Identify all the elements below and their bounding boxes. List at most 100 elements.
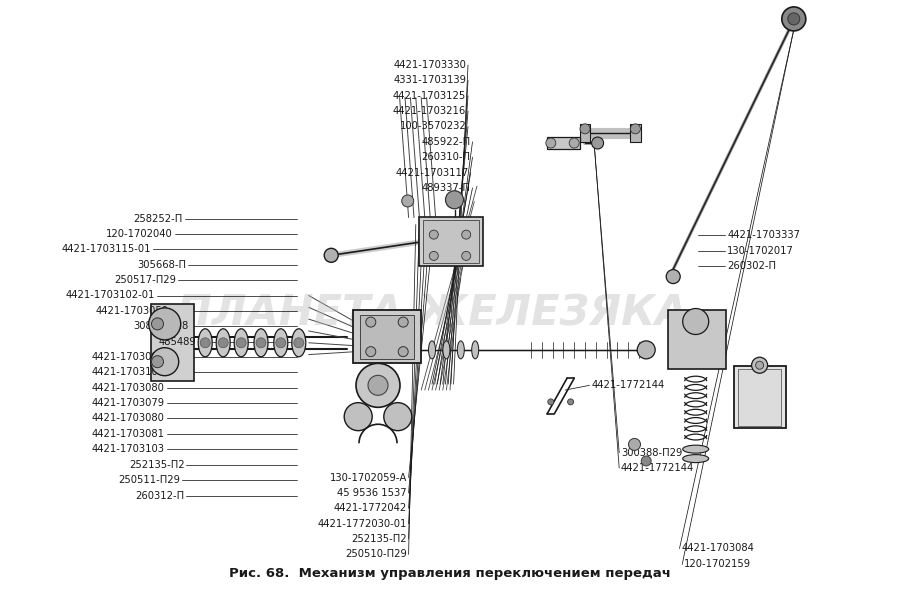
Text: 130-1702059-А: 130-1702059-А	[329, 473, 407, 482]
Circle shape	[548, 399, 554, 405]
Text: 258252-П: 258252-П	[133, 214, 183, 223]
Bar	[738, 369, 781, 426]
Text: 4421-1703084: 4421-1703084	[681, 544, 754, 553]
Bar	[423, 220, 479, 263]
Circle shape	[666, 269, 680, 284]
Circle shape	[580, 124, 590, 134]
Text: 485922-П: 485922-П	[421, 137, 471, 147]
Text: 250517-П29: 250517-П29	[114, 275, 176, 285]
Text: 489337-П: 489337-П	[422, 183, 471, 193]
Text: 130-1702017: 130-1702017	[727, 246, 794, 255]
Bar	[668, 310, 726, 369]
Text: 4421-1703081: 4421-1703081	[92, 429, 165, 439]
Circle shape	[148, 308, 181, 340]
Circle shape	[151, 318, 164, 330]
Text: 4421-1772030-01: 4421-1772030-01	[318, 519, 407, 528]
Circle shape	[398, 347, 409, 356]
Ellipse shape	[198, 329, 212, 357]
Circle shape	[293, 338, 304, 348]
Bar	[734, 366, 786, 428]
Ellipse shape	[683, 454, 708, 463]
Text: 45 9536 1537: 45 9536 1537	[338, 488, 407, 498]
Circle shape	[569, 138, 580, 148]
Bar	[353, 310, 421, 363]
Circle shape	[200, 338, 211, 348]
Text: 300388-П29: 300388-П29	[621, 448, 682, 457]
Circle shape	[401, 195, 414, 207]
Text: 4421-1703125: 4421-1703125	[393, 91, 466, 100]
Circle shape	[365, 347, 376, 356]
Bar	[360, 315, 414, 359]
Circle shape	[275, 338, 286, 348]
Circle shape	[788, 13, 800, 25]
Ellipse shape	[274, 329, 288, 357]
Text: 4421-1703115-01: 4421-1703115-01	[62, 245, 151, 254]
Circle shape	[462, 230, 471, 239]
Text: 4421-1703080: 4421-1703080	[92, 383, 165, 392]
Text: 4421-1703103: 4421-1703103	[92, 444, 165, 454]
Text: 4421-1703117: 4421-1703117	[396, 168, 469, 177]
Bar	[580, 124, 590, 142]
Ellipse shape	[234, 329, 248, 357]
Text: 260310-П: 260310-П	[422, 152, 471, 162]
Text: 4421-1703330: 4421-1703330	[393, 60, 466, 70]
Bar	[547, 137, 580, 149]
Circle shape	[365, 317, 376, 327]
Bar	[151, 304, 194, 381]
Text: 252135-П2: 252135-П2	[351, 534, 407, 544]
Text: 4331-1703139: 4331-1703139	[393, 76, 466, 85]
Text: 120-1702159: 120-1702159	[684, 560, 752, 569]
Ellipse shape	[443, 341, 450, 359]
Circle shape	[151, 356, 164, 368]
Text: 4421-1772042: 4421-1772042	[334, 504, 407, 513]
Circle shape	[218, 338, 229, 348]
Circle shape	[591, 137, 604, 149]
Text: 250510-П29: 250510-П29	[345, 550, 407, 559]
Text: 120-1702040: 120-1702040	[106, 229, 173, 239]
Text: 4421-1772144: 4421-1772144	[591, 381, 664, 390]
Text: 4421-1703102-01: 4421-1703102-01	[66, 291, 155, 300]
Bar	[630, 124, 641, 142]
Circle shape	[429, 251, 438, 261]
Circle shape	[236, 338, 247, 348]
Circle shape	[545, 138, 556, 148]
Text: 100-3570232: 100-3570232	[400, 122, 466, 131]
Text: 305668-П: 305668-П	[138, 260, 186, 269]
Text: 260312-П: 260312-П	[135, 492, 184, 501]
Circle shape	[446, 191, 464, 209]
Circle shape	[641, 456, 652, 466]
Circle shape	[429, 230, 438, 239]
Text: 4421-1703059: 4421-1703059	[95, 306, 168, 316]
Text: ПЛАНЕТА ЖЕЛЕЗЯКА: ПЛАНЕТА ЖЕЛЕЗЯКА	[176, 292, 688, 335]
Circle shape	[256, 338, 266, 348]
Text: 250511-П29: 250511-П29	[118, 475, 180, 485]
Ellipse shape	[457, 341, 464, 359]
Text: 4421-1772144: 4421-1772144	[621, 463, 694, 473]
Text: 4421-1703080: 4421-1703080	[92, 414, 165, 423]
Text: 485489: 485489	[158, 337, 196, 346]
Circle shape	[150, 348, 179, 376]
Text: Рис. 68.  Механизм управления переключением передач: Рис. 68. Механизм управления переключени…	[230, 567, 670, 580]
Circle shape	[398, 317, 409, 327]
Circle shape	[324, 248, 338, 262]
Ellipse shape	[472, 341, 479, 359]
Circle shape	[637, 341, 655, 359]
Bar	[418, 217, 483, 266]
Ellipse shape	[683, 445, 708, 453]
Circle shape	[568, 399, 573, 405]
Circle shape	[756, 361, 763, 369]
Text: 4421-1703104: 4421-1703104	[92, 368, 165, 377]
Circle shape	[356, 363, 400, 407]
Text: 4421-1703337: 4421-1703337	[727, 230, 800, 240]
Text: 308612-П8: 308612-П8	[134, 322, 189, 331]
Text: 260302-П: 260302-П	[727, 261, 776, 271]
Ellipse shape	[216, 329, 230, 357]
Text: 252135-П2: 252135-П2	[129, 460, 184, 469]
Circle shape	[782, 7, 806, 31]
Circle shape	[344, 402, 373, 431]
Text: 4421-1703079: 4421-1703079	[92, 398, 165, 408]
Circle shape	[383, 402, 412, 431]
Circle shape	[630, 124, 641, 134]
Ellipse shape	[292, 329, 306, 357]
Circle shape	[462, 251, 471, 261]
